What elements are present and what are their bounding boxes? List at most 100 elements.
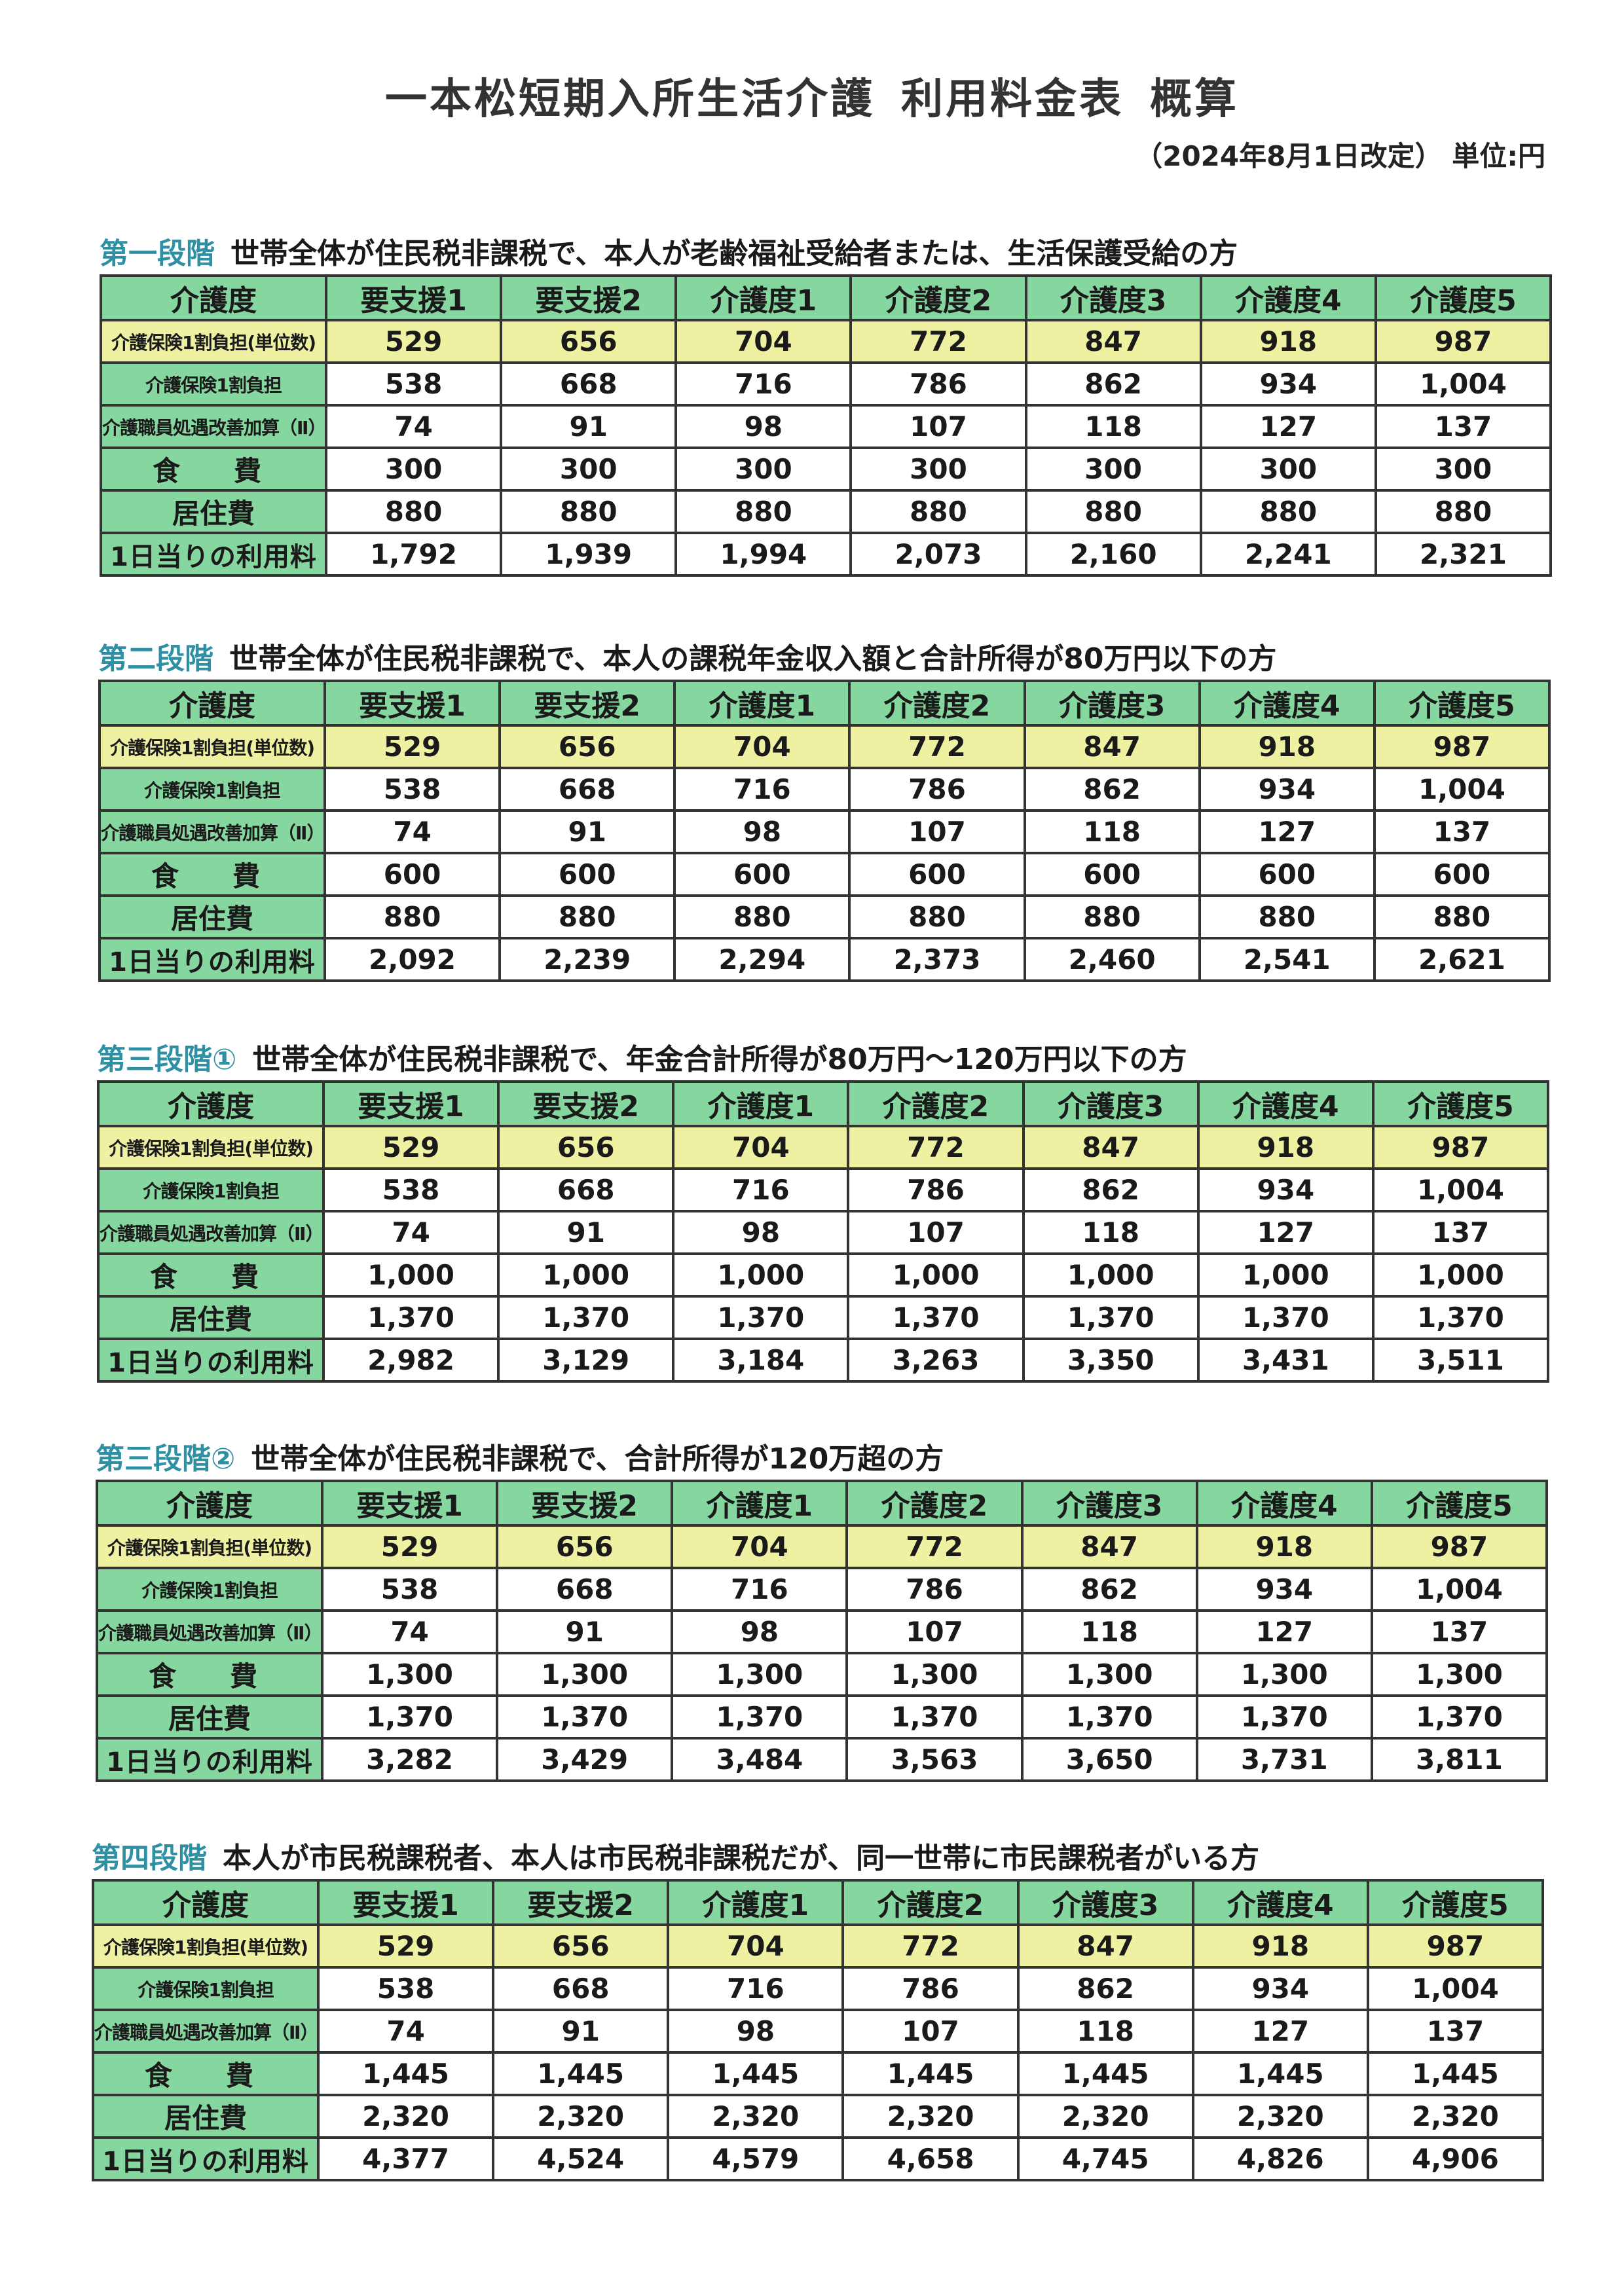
fee-cell: 300 [1374, 446, 1553, 492]
daily-total-row: 1日当りの利用料 1,792 1,939 1,994 2,073 2,160 2,241 2,… [100, 532, 1553, 577]
fee-cell: 1,370 [671, 1694, 849, 1740]
meal-cost-row: 食 費 300 300 300 300 300 300 300 [100, 446, 1553, 492]
section-2: 第二段階 世帯全体が住民税非課税で、本人の課税年金収入額と合計所得が80万円以下… [98, 639, 1551, 982]
fee-cell: 772 [849, 319, 1027, 364]
fee-cell: 1,004 [1370, 1567, 1549, 1612]
column-header: 介護度1 [673, 680, 851, 727]
column-header: 要支援2 [500, 274, 678, 321]
fee-cell: 934 [1191, 1966, 1369, 2011]
fee-cell: 600 [848, 852, 1026, 897]
fee-cell: 786 [845, 1567, 1024, 1612]
fee-cell: 1,300 [1370, 1652, 1549, 1697]
fee-cell: 880 [1024, 489, 1202, 534]
fee-cell: 880 [674, 489, 853, 534]
fee-cell: 529 [320, 1524, 499, 1569]
fee-cell: 91 [496, 1609, 674, 1654]
section-5: 第四段階 本人が市民税課税者、本人は市民税非課税だが、同一世帯に市民課税者がいる… [92, 1838, 1545, 2181]
fee-cell: 118 [1022, 1210, 1200, 1255]
header-row: 介護度 要支援1 要支援2 介護度1 介護度2 介護度3 介護度4 介護度5 [98, 680, 1551, 727]
stage-description: 世帯全体が住民税非課税で、年金合計所得が80万円～120万円以下の方 [252, 1043, 1187, 1076]
row-label: 介護職員処遇改善加算（Ⅱ） [100, 404, 327, 449]
row-label: 介護保険1割負担 [98, 767, 326, 812]
fee-cell: 1,000 [322, 1252, 500, 1298]
fee-cell: 918 [1199, 319, 1377, 364]
fee-cell: 668 [500, 361, 678, 407]
row-label: 居住費 [92, 2094, 320, 2139]
fee-cell: 704 [673, 724, 851, 769]
fee-cell: 2,239 [498, 937, 676, 982]
fee-cell: 137 [1370, 1609, 1549, 1654]
fee-cell: 862 [1024, 361, 1202, 407]
meal-cost-row: 食 費 1,000 1,000 1,000 1,000 1,000 1,000 1,000 [97, 1252, 1550, 1298]
fee-cell: 300 [324, 446, 503, 492]
fee-cell: 91 [492, 2009, 670, 2054]
column-header: 介護度3 [1023, 680, 1201, 727]
fee-cell: 2,320 [1016, 2094, 1194, 2139]
section-heading: 第四段階 本人が市民税課税者、本人は市民税非課税だが、同一世帯に市民課税者がいる… [92, 1838, 1544, 1876]
fee-cell: 656 [496, 1524, 674, 1569]
column-header: 介護度4 [1191, 1879, 1369, 1926]
header-row: 介護度 要支援1 要支援2 介護度1 介護度2 介護度3 介護度4 介護度5 [92, 1879, 1545, 1926]
fee-cell: 1,370 [496, 1694, 674, 1740]
column-header: 介護度3 [1022, 1080, 1200, 1127]
fee-cell: 2,294 [673, 937, 851, 982]
fee-table: 介護度 要支援1 要支援2 介護度1 介護度2 介護度3 介護度4 介護度5 介護保険1割負担(… [98, 680, 1551, 982]
stage-label: 第一段階 [100, 237, 215, 270]
column-header: 介護度 [100, 274, 327, 321]
fee-cell: 137 [1366, 2009, 1545, 2054]
fee-cell: 2,541 [1198, 937, 1376, 982]
row-label: 1日当りの利用料 [97, 1338, 325, 1383]
fee-cell: 862 [1016, 1966, 1194, 2011]
section-4: 第三段階② 世帯全体が住民税非課税で、合計所得が120万超の方 介護度 要支援1 要支… [96, 1439, 1549, 1782]
fee-cell: 600 [1373, 852, 1551, 897]
fee-cell: 600 [498, 852, 676, 897]
fee-table: 介護度 要支援1 要支援2 介護度1 介護度2 介護度3 介護度4 介護度5 介護保険1割負担(… [100, 274, 1553, 577]
title-estimate: 概算 [1150, 75, 1239, 124]
column-header: 要支援1 [316, 1879, 495, 1926]
column-header: 介護度2 [849, 274, 1027, 321]
fee-cell: 107 [849, 404, 1027, 449]
header-row: 介護度 要支援1 要支援2 介護度1 介護度2 介護度3 介護度4 介護度5 [97, 1080, 1550, 1127]
fee-cell: 1,370 [1022, 1295, 1200, 1340]
fee-cell: 918 [1191, 1923, 1369, 1969]
staff-treatment-addition-row: 介護職員処遇改善加算（Ⅱ） 74 91 98 107 118 127 137 [98, 809, 1551, 854]
fee-cell: 3,129 [497, 1338, 675, 1383]
fee-cell: 1,000 [1196, 1252, 1375, 1298]
column-header: 介護度4 [1198, 680, 1376, 727]
fee-cell: 862 [1022, 1167, 1200, 1212]
fee-cell: 3,429 [496, 1737, 674, 1782]
staff-treatment-addition-row: 介護職員処遇改善加算（Ⅱ） 74 91 98 107 118 127 137 [100, 404, 1553, 449]
fee-cell: 880 [498, 894, 676, 939]
fee-cell: 1,300 [496, 1652, 674, 1697]
fee-cell: 786 [847, 1167, 1025, 1212]
fee-cell: 3,263 [847, 1338, 1025, 1383]
column-header: 介護度5 [1373, 680, 1551, 727]
fee-cell: 880 [673, 894, 851, 939]
fee-cell: 1,445 [492, 2051, 670, 2096]
fee-cell: 704 [674, 319, 853, 364]
care-insurance-10pct-row: 介護保険1割負担 538 668 716 786 862 934 1,004 [92, 1966, 1545, 2011]
fee-cell: 2,073 [849, 532, 1027, 577]
fee-cell: 1,004 [1373, 767, 1551, 812]
title-fee-table: 利用料金表 [901, 75, 1124, 124]
fee-cell: 1,300 [320, 1652, 499, 1697]
fee-cell: 127 [1195, 1609, 1373, 1654]
fee-cell: 300 [674, 446, 853, 492]
fee-cell: 987 [1371, 1125, 1550, 1170]
fee-cell: 2,321 [1374, 532, 1553, 577]
section-heading: 第二段階 世帯全体が住民税非課税で、本人の課税年金収入額と合計所得が80万円以下… [98, 639, 1551, 677]
column-header: 介護度5 [1366, 1879, 1545, 1926]
row-label: 1日当りの利用料 [96, 1737, 323, 1782]
section-heading: 第一段階 世帯全体が住民税非課税で、本人が老齢福祉受給者または、生活保護受給の方 [100, 234, 1552, 272]
fee-cell: 137 [1374, 404, 1553, 449]
fee-cell: 127 [1196, 1210, 1375, 1255]
fee-cell: 529 [322, 1125, 500, 1170]
fee-cell: 704 [672, 1125, 850, 1170]
row-label: 1日当りの利用料 [98, 937, 326, 982]
fee-cell: 2,241 [1199, 532, 1377, 577]
staff-treatment-addition-row: 介護職員処遇改善加算（Ⅱ） 74 91 98 107 118 127 137 [96, 1609, 1549, 1654]
fee-cell: 934 [1195, 1567, 1373, 1612]
fee-cell: 1,792 [324, 532, 503, 577]
fee-cell: 987 [1370, 1524, 1549, 1569]
fee-cell: 538 [324, 361, 503, 407]
